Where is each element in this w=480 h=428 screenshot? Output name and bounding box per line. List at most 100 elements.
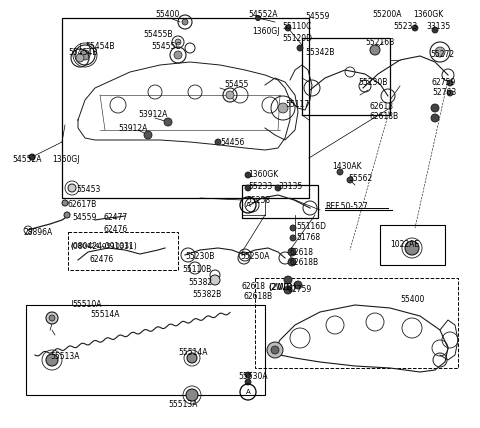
Circle shape [62,200,68,206]
Text: 55258: 55258 [246,196,270,205]
Circle shape [370,45,380,55]
Text: 62617B: 62617B [68,200,97,209]
Text: 55455B: 55455B [143,30,172,39]
Text: 55230B: 55230B [358,78,387,87]
Circle shape [432,27,438,33]
Text: 1360GK: 1360GK [413,10,443,19]
Circle shape [431,114,439,122]
Circle shape [288,258,296,266]
Circle shape [435,47,445,57]
Circle shape [297,45,303,51]
Text: 54552A: 54552A [248,10,277,19]
Text: 55514A: 55514A [178,348,207,357]
Circle shape [412,25,418,31]
Text: 55454B: 55454B [68,48,97,57]
Text: (2WD): (2WD) [268,283,292,292]
Text: 55455: 55455 [224,80,248,89]
Text: 52763: 52763 [432,88,456,97]
Circle shape [275,185,281,191]
Text: 55513A: 55513A [168,400,197,409]
Circle shape [288,248,296,256]
Circle shape [447,80,453,86]
Text: (080424-091031): (080424-091031) [70,242,132,249]
Text: 54559: 54559 [72,213,96,222]
Text: 55454B: 55454B [85,42,115,51]
Circle shape [29,154,35,160]
Circle shape [271,346,279,354]
Text: 55110C: 55110C [282,22,312,31]
Circle shape [285,25,291,31]
Bar [68,232,178,270]
Text: 54552A: 54552A [12,155,41,164]
Circle shape [210,275,220,285]
Text: 62476: 62476 [90,255,114,264]
Circle shape [347,177,353,183]
Circle shape [245,379,251,385]
Text: (080424-091031): (080424-091031) [70,242,137,251]
Text: 33135: 33135 [426,22,450,31]
Circle shape [290,225,296,231]
Text: 55530A: 55530A [238,372,268,381]
Circle shape [245,172,251,178]
Text: 55455C: 55455C [151,42,180,51]
Circle shape [46,354,58,366]
Circle shape [68,184,76,192]
Circle shape [175,39,181,45]
Circle shape [290,235,296,241]
Text: 33135: 33135 [278,182,302,191]
Text: 53912A: 53912A [138,110,168,119]
Circle shape [144,131,152,139]
Text: 55230B: 55230B [185,252,215,261]
Text: 1360GK: 1360GK [248,170,278,179]
Text: 55233: 55233 [248,182,272,191]
Text: 55233: 55233 [393,22,417,31]
Bar [26,305,265,395]
Text: 55200A: 55200A [372,10,401,19]
Text: 55400: 55400 [400,295,424,304]
Text: A: A [246,389,251,395]
Text: 55250A: 55250A [240,252,269,261]
Text: 1022AE: 1022AE [390,240,419,249]
Circle shape [174,51,182,59]
Text: 62477: 62477 [103,213,127,222]
Circle shape [64,212,70,218]
Circle shape [49,315,55,321]
Circle shape [80,50,90,60]
Text: 51768: 51768 [296,233,320,242]
Circle shape [267,342,283,358]
Circle shape [76,54,84,62]
Circle shape [405,241,419,255]
Text: (2WD): (2WD) [268,283,296,292]
Text: 62618B: 62618B [290,258,319,267]
Text: 55513A: 55513A [50,352,80,361]
Text: 55400: 55400 [155,10,180,19]
Text: 54456: 54456 [220,138,244,147]
Bar [255,278,458,368]
Text: 55514A: 55514A [90,310,120,319]
Circle shape [46,312,58,324]
Text: 54559: 54559 [305,12,329,21]
Circle shape [245,372,251,378]
Text: 55216B: 55216B [365,38,394,47]
Text: 62618: 62618 [370,102,394,111]
Text: 62618: 62618 [242,282,266,291]
Text: 55342B: 55342B [305,48,335,57]
Circle shape [164,118,172,126]
Text: 55382B: 55382B [192,290,221,299]
Circle shape [447,90,453,96]
Text: 55117: 55117 [285,100,309,109]
Circle shape [337,169,343,175]
Text: 62618B: 62618B [244,292,273,301]
Circle shape [255,15,261,21]
Circle shape [182,19,188,25]
Circle shape [186,389,198,401]
Text: 62618B: 62618B [370,112,399,121]
Text: 55562: 55562 [348,174,372,183]
Text: A: A [246,202,251,208]
Circle shape [284,286,292,294]
Bar [380,225,445,265]
Bar [242,185,318,218]
Text: 62759: 62759 [432,78,456,87]
Circle shape [226,91,234,99]
Circle shape [284,276,292,284]
